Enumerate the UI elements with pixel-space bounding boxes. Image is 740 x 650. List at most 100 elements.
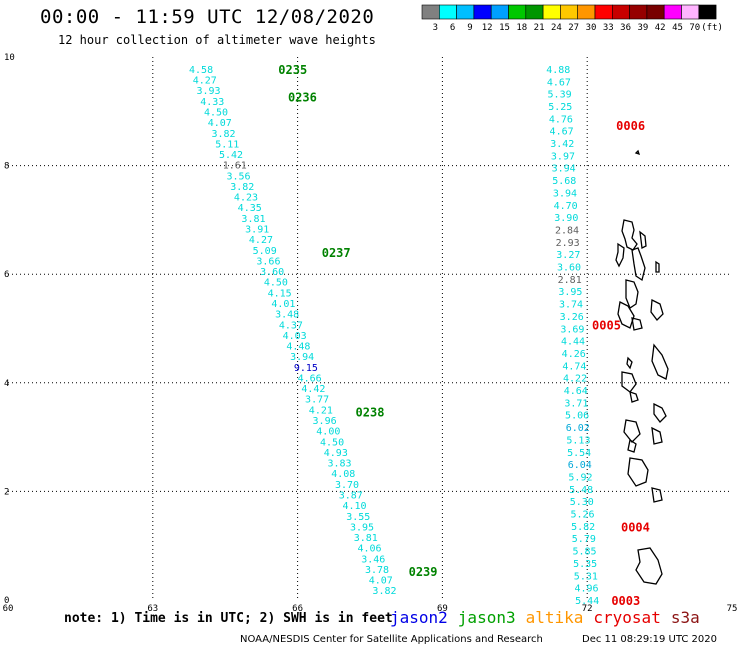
island-outline	[650, 298, 664, 321]
island-outline	[651, 426, 663, 445]
x-tick-label: 75	[727, 604, 738, 614]
color-scale-label: 36	[620, 23, 631, 33]
color-scale-label: 21	[534, 23, 545, 33]
y-tick-label: 6	[4, 270, 9, 280]
credit-line: NOAA/NESDIS Center for Satellite Applica…	[240, 634, 543, 645]
legend-entry-jason2: jason2	[390, 608, 448, 627]
wave-height-value: 4.58	[189, 65, 213, 76]
wave-height-value: 5.85	[572, 547, 596, 558]
island-outline	[615, 242, 625, 268]
wave-height-value: 3.81	[354, 533, 378, 544]
y-tick-label: 4	[4, 379, 9, 389]
wave-height-value: 3.82	[372, 586, 396, 597]
wave-height-value: 3.56	[226, 171, 250, 182]
wave-height-value: 5.44	[575, 596, 599, 607]
island-outline	[653, 402, 667, 423]
x-tick-label: 72	[582, 604, 593, 614]
wave-height-value: 4.66	[298, 373, 322, 384]
color-scale-label: 12	[482, 23, 493, 33]
wave-height-value: 3.82	[230, 182, 254, 193]
color-swatch	[473, 4, 492, 20]
wave-height-value: 1.61	[223, 161, 247, 172]
wave-height-value: 4.07	[208, 118, 232, 129]
wave-height-value: 4.42	[301, 384, 325, 395]
wave-height-value: 6.02	[566, 423, 590, 434]
pass-time-label: 0238	[356, 406, 385, 420]
wave-height-value: 4.88	[546, 65, 570, 76]
wave-height-value: 3.93	[197, 86, 221, 97]
wave-height-value: 4.44	[561, 337, 585, 348]
island-outline	[621, 371, 637, 393]
wave-height-value: 2.81	[558, 275, 582, 286]
island-outline	[627, 438, 637, 453]
island-outline	[631, 247, 646, 282]
wave-height-value: 5.26	[570, 510, 594, 521]
wave-height-value: 3.81	[241, 214, 265, 225]
wave-height-value: 5.54	[567, 448, 591, 459]
wave-height-value: 4.76	[549, 114, 573, 125]
island-outline	[629, 391, 639, 403]
island-outline	[623, 419, 641, 443]
wave-height-value: 9.15	[294, 363, 318, 374]
wave-height-value: 3.26	[560, 312, 584, 323]
wave-height-value: 3.90	[554, 213, 578, 224]
wave-height-value: 3.69	[560, 324, 584, 335]
island-outline	[639, 230, 647, 249]
y-tick-label: 8	[4, 162, 9, 172]
x-tick-label: 63	[147, 604, 158, 614]
color-swatch	[577, 4, 596, 20]
island-outline	[651, 487, 663, 503]
island-outline	[627, 457, 649, 487]
color-swatch	[438, 4, 457, 20]
wave-height-value: 5.42	[219, 150, 243, 161]
color-scale-label: 18	[516, 23, 527, 33]
color-scale-label: 9	[467, 23, 472, 33]
color-swatch	[681, 4, 700, 20]
wave-height-value: 3.87	[339, 490, 363, 501]
wave-height-value: 5.30	[570, 497, 594, 508]
wave-height-value: 3.27	[556, 250, 580, 261]
wave-height-value: 3.60	[260, 267, 284, 278]
wave-height-value: 3.78	[365, 565, 389, 576]
wave-height-value: 4.50	[320, 437, 344, 448]
pass-time-label: 0239	[409, 565, 438, 579]
color-swatch	[490, 4, 509, 20]
pass-time-label: 0003	[611, 594, 640, 608]
wave-height-value: 4.67	[550, 127, 574, 138]
color-scale-label: 6	[450, 23, 455, 33]
wave-height-value: 3.95	[350, 522, 374, 533]
island-outline	[621, 219, 638, 251]
wave-height-value: 5.11	[215, 139, 239, 150]
color-scale-label: 3	[433, 23, 438, 33]
wave-height-value: 3.48	[275, 310, 299, 321]
legend-entry-jason3: jason3	[457, 608, 516, 627]
pass-time-label: 0237	[322, 246, 351, 260]
wave-height-value: 5.39	[548, 90, 572, 101]
wave-height-value: 4.21	[309, 405, 333, 416]
wave-height-value: 3.55	[346, 512, 370, 523]
island-outline	[655, 260, 660, 273]
coastline-islands	[615, 149, 669, 585]
wave-height-value: 4.74	[562, 361, 586, 372]
color-swatch	[542, 4, 561, 20]
color-scale-label: 33	[603, 23, 614, 33]
color-scale-label: 30	[586, 23, 597, 33]
wave-height-value: 4.37	[279, 320, 303, 331]
wave-height-value: 3.66	[256, 256, 280, 267]
wave-height-value: 2.84	[555, 225, 579, 236]
wave-height-value: 4.26	[562, 349, 586, 360]
color-scale-label: 24	[551, 23, 562, 33]
island-outline	[625, 279, 639, 309]
wave-height-value: 4.07	[369, 576, 393, 587]
color-swatch	[646, 4, 665, 20]
wave-height-value: 4.03	[283, 331, 307, 342]
chart-grid	[8, 57, 732, 600]
wave-height-value: 5.92	[568, 472, 592, 483]
color-scale-label: 15	[499, 23, 510, 33]
color-scale-label: (ft)	[701, 23, 723, 33]
wave-height-value: 5.35	[573, 559, 597, 570]
color-swatch	[594, 4, 613, 20]
color-swatch	[611, 4, 630, 20]
island-outline	[617, 301, 635, 329]
